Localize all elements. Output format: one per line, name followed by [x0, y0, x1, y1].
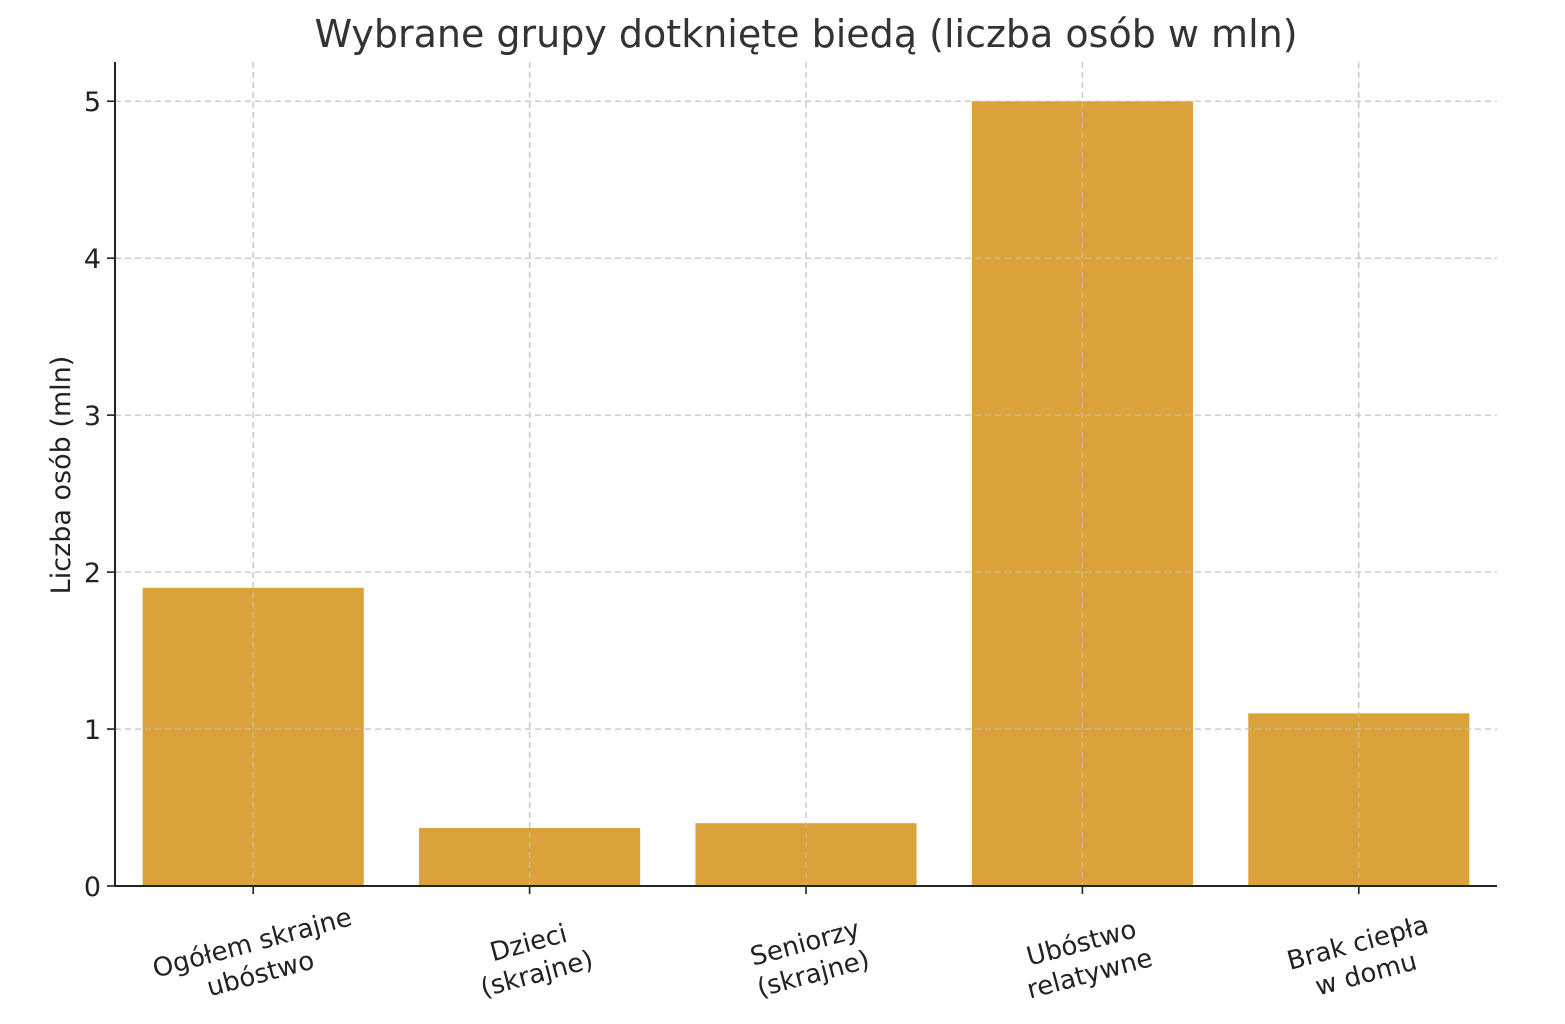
x-category-label: Dzieci(skrajne) [469, 914, 596, 1004]
x-ticks: Ogółem skrajneubóstwo Dzieci(skrajne) Seni… [150, 886, 1440, 1016]
x-category-label: Ogółem skrajneubóstwo [150, 903, 364, 1016]
x-category-label: Seniorzy(skrajne) [746, 914, 873, 1004]
bar [1248, 713, 1470, 886]
y-tick-label: 4 [84, 244, 101, 275]
y-tick-label: 1 [84, 715, 101, 746]
y-tick-label: 5 [84, 87, 101, 118]
y-tick-label: 2 [84, 558, 101, 589]
y-tick-label: 3 [84, 401, 101, 432]
chart-title: Wybrane grupy dotknięte biedą (liczba os… [314, 12, 1297, 56]
x-category-label: Brak ciepław domu [1284, 910, 1440, 1007]
y-tick-label: 0 [84, 872, 101, 903]
y-ticks: 0 1 2 3 4 5 [84, 87, 115, 903]
y-axis-label: Liczba osób (mln) [46, 356, 77, 595]
x-category-label: Ubóstworelatywne [1016, 912, 1156, 1005]
